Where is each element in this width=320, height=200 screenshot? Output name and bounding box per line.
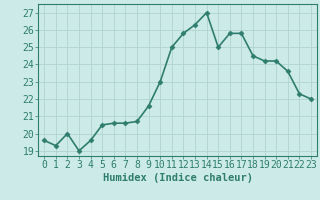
X-axis label: Humidex (Indice chaleur): Humidex (Indice chaleur) bbox=[103, 173, 252, 183]
